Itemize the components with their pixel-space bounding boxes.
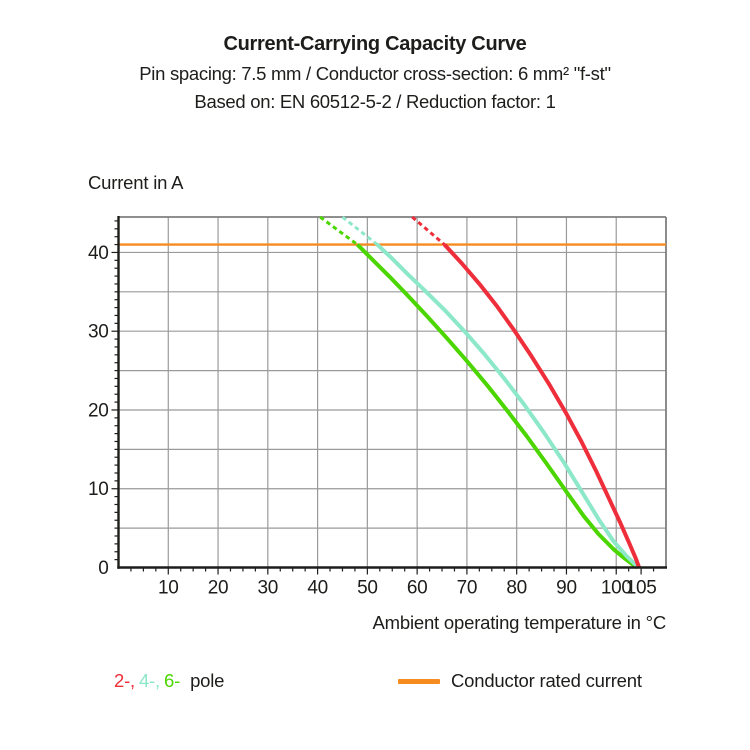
y-axis-title: Current in A [88,172,184,193]
pole-legend-part: 4-, [139,670,160,691]
pole-legend: 2-, 4-, 6- pole [114,670,228,692]
pole-legend-suffix: pole [190,670,225,691]
y-tick-label: 20 [88,400,109,421]
pole-legend-part: 6- [164,670,181,691]
x-tick-label: 40 [307,578,328,599]
x-tick-label: 105 [626,578,657,599]
x-tick-label: 90 [556,578,577,599]
curve-2-pole [443,243,641,569]
curve-4-pole-projection [341,215,379,246]
rated-current-label: Conductor rated current [451,670,642,691]
x-tick-label: 70 [457,578,478,599]
x-tick-label: 80 [506,578,527,599]
rated-current-legend: Conductor rated current [398,670,642,692]
chart-subtitle-basis: Based on: EN 60512-5-2 / Reduction facto… [194,91,556,112]
x-axis-title: Ambient operating temperature in °C [372,612,667,633]
curve-2-pole-projection [411,215,446,246]
x-tick-label: 60 [407,578,428,599]
y-tick-label: 30 [88,322,109,343]
chart-subtitle-spec: Pin spacing: 7.5 mm / Conductor cross-se… [139,63,611,84]
curve-6-pole-projection [319,215,359,246]
curve-6-pole [355,243,639,570]
x-tick-label: 10 [158,578,179,599]
y-tick-label: 0 [98,558,108,579]
x-tick-label: 50 [357,578,378,599]
x-tick-label: 30 [258,578,279,599]
chart-title: Current-Carrying Capacity Curve [223,33,527,55]
y-tick-label: 40 [88,243,109,264]
curve-4-pole [375,243,640,569]
y-tick-label: 10 [88,479,109,500]
rated-current-swatch [398,678,440,684]
x-tick-label: 100 [601,578,632,599]
pole-legend-part: 2-, [114,670,135,691]
x-tick-label: 20 [208,578,229,599]
